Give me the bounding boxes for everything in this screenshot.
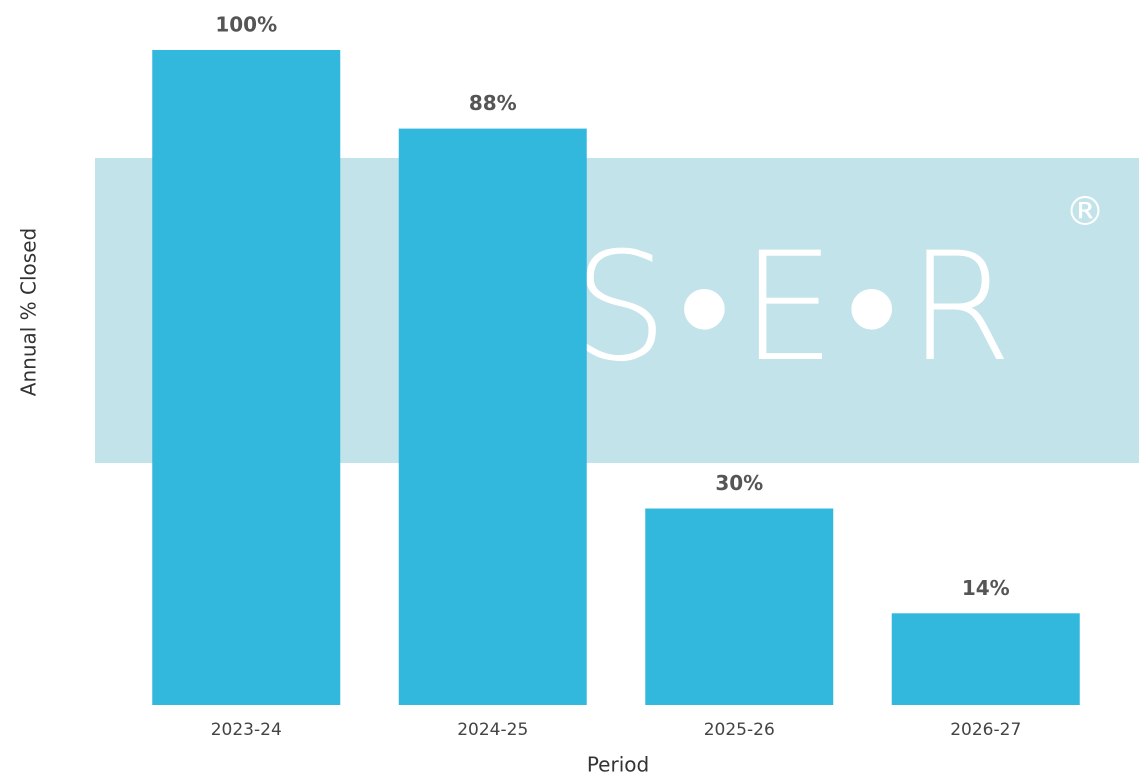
data-label: 88%: [469, 91, 517, 115]
watermark-mark: ®: [1065, 189, 1105, 235]
y-axis-title: Annual % Closed: [17, 228, 41, 396]
x-tick-label: 2024-25: [457, 720, 528, 740]
data-label: 100%: [215, 13, 277, 37]
bar: [891, 613, 1080, 705]
bars: 2023-24 100% 2024-25 88% 2025-26 30% 2026-27 14…: [152, 13, 1080, 740]
x-tick-label: 2023-24: [211, 720, 282, 740]
data-label: 30%: [715, 471, 763, 495]
x-tick-label: 2025-26: [704, 720, 775, 740]
bar: [152, 50, 341, 705]
x-tick-label: 2026-27: [950, 720, 1021, 740]
x-axis-title: Period: [587, 753, 649, 777]
data-label: 14%: [962, 576, 1010, 600]
bar: [645, 508, 834, 705]
bar: [398, 128, 587, 706]
